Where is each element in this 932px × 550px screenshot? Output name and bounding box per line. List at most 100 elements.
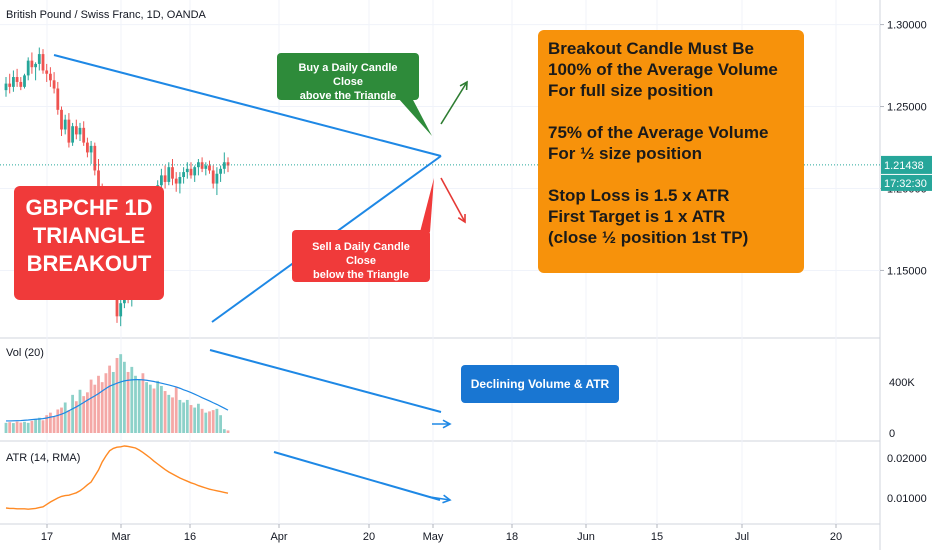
symbol-header: British Pound / Swiss Franc, 1D, OANDA [6, 9, 206, 21]
candle-body [167, 167, 171, 182]
volume-pane-label: Vol (20) [6, 347, 44, 359]
volume-bar [100, 382, 104, 433]
candle-body [12, 77, 15, 87]
volume-bar [134, 375, 137, 433]
volume-bar [104, 373, 108, 433]
volume-tick-label: 0 [889, 428, 895, 440]
volume-bar [63, 402, 67, 433]
rules-line-4 [548, 101, 794, 122]
candle-body [89, 145, 93, 153]
candle-body [45, 70, 49, 74]
volume-bar [8, 422, 12, 433]
sell-callout: Sell a Daily Candle Close below the Tria… [292, 230, 430, 282]
volume-bar [193, 407, 197, 433]
candle-body [204, 165, 208, 169]
candle-body [23, 75, 26, 87]
time-tick-label: 20 [363, 531, 375, 543]
volume-bar [45, 415, 49, 433]
volume-note-callout: Declining Volume & ATR [461, 365, 619, 403]
volume-ma-line [6, 379, 229, 422]
candle-body [97, 170, 100, 191]
volume-bar [167, 394, 171, 433]
volume-bar [119, 354, 123, 433]
volume-bar [126, 371, 130, 433]
time-tick-label: Apr [270, 531, 287, 543]
volume-bar [86, 392, 89, 433]
volume-bar [182, 402, 185, 433]
sell-line-1: Sell a Daily Candle Close [312, 241, 410, 267]
volume-bar [208, 411, 211, 433]
volume-trendline [209, 349, 442, 413]
volume-bar [26, 422, 30, 433]
volume-trend-arrow-head [442, 419, 452, 429]
price-tick-label: 1.30000 [887, 20, 927, 32]
axes-layer: 1.300001.250001.200001.150001.2143817:32… [41, 20, 932, 543]
volume-bar [200, 408, 204, 433]
atr-tick-label: 0.01000 [887, 493, 927, 505]
triangle-upper-trendline [53, 54, 442, 157]
breakout-up-arrow [440, 81, 468, 125]
buy-callout-pointer [398, 98, 432, 136]
price-tick-label: 1.15000 [887, 265, 927, 277]
atr-line [5, 445, 229, 510]
volume-bar [19, 422, 23, 433]
candle-body [63, 119, 67, 130]
breakdown-down-arrow-head [457, 213, 466, 224]
rules-line-1: Breakout Candle Must Be [548, 39, 754, 58]
rules-line-7 [548, 164, 794, 185]
volume-bar [219, 415, 222, 433]
breakdown-down-arrow [440, 177, 466, 223]
volume-bar [197, 403, 200, 433]
last-price-badge [881, 155, 932, 174]
atr-trendline [273, 451, 441, 501]
candle-body [200, 162, 204, 169]
volume-bar [204, 412, 208, 433]
rules-line-5: 75% of the Average Volume [548, 123, 769, 142]
volume-bar [82, 396, 86, 433]
volume-bar [115, 357, 119, 433]
volume-bar [111, 371, 115, 433]
volume-bar [71, 394, 74, 433]
candle-body [19, 81, 23, 87]
time-tick-label: 17 [41, 531, 53, 543]
volume-bar [12, 423, 15, 433]
candle-body [178, 177, 182, 184]
volume-bar [93, 384, 97, 433]
volume-bar [145, 382, 148, 433]
volume-bar [185, 399, 189, 433]
volume-bar [130, 366, 134, 433]
candle-body [222, 162, 226, 169]
candle-body [52, 80, 56, 89]
title-line-3: BREAKOUT [26, 251, 152, 276]
time-tick-label: 16 [184, 531, 196, 543]
candle-body [211, 170, 215, 184]
candle-body [119, 303, 123, 317]
volume-bar [34, 419, 37, 433]
candle-body [208, 165, 211, 171]
sell-line-2: below the Triangle [313, 269, 409, 281]
volume-bar [4, 422, 8, 433]
rules-line-3: For full size position [548, 81, 714, 100]
time-tick-label: 20 [830, 531, 842, 543]
volume-bar [56, 409, 60, 433]
candle-body [41, 54, 45, 71]
breakout-up-arrow-head [459, 80, 468, 91]
atr-layer [5, 445, 229, 510]
candle-body [219, 168, 222, 174]
candle-body [193, 167, 197, 176]
volume-bar [222, 429, 226, 433]
price-tick-label: 1.25000 [887, 102, 927, 114]
countdown-label: 17:32:30 [884, 178, 927, 190]
candle-body [171, 167, 174, 179]
candle-body [93, 145, 97, 171]
volume-bar [123, 361, 126, 433]
volume-bar [97, 375, 100, 433]
time-tick-label: Mar [112, 531, 131, 543]
candle-body [226, 162, 230, 166]
rules-line-8: Stop Loss is 1.5 x ATR [548, 186, 730, 205]
rules-callout: Breakout Candle Must Be 100% of the Aver… [538, 30, 804, 273]
candle-body [185, 168, 189, 173]
candle-body [78, 127, 82, 135]
candle-body [86, 142, 89, 153]
candle-body [8, 83, 12, 87]
